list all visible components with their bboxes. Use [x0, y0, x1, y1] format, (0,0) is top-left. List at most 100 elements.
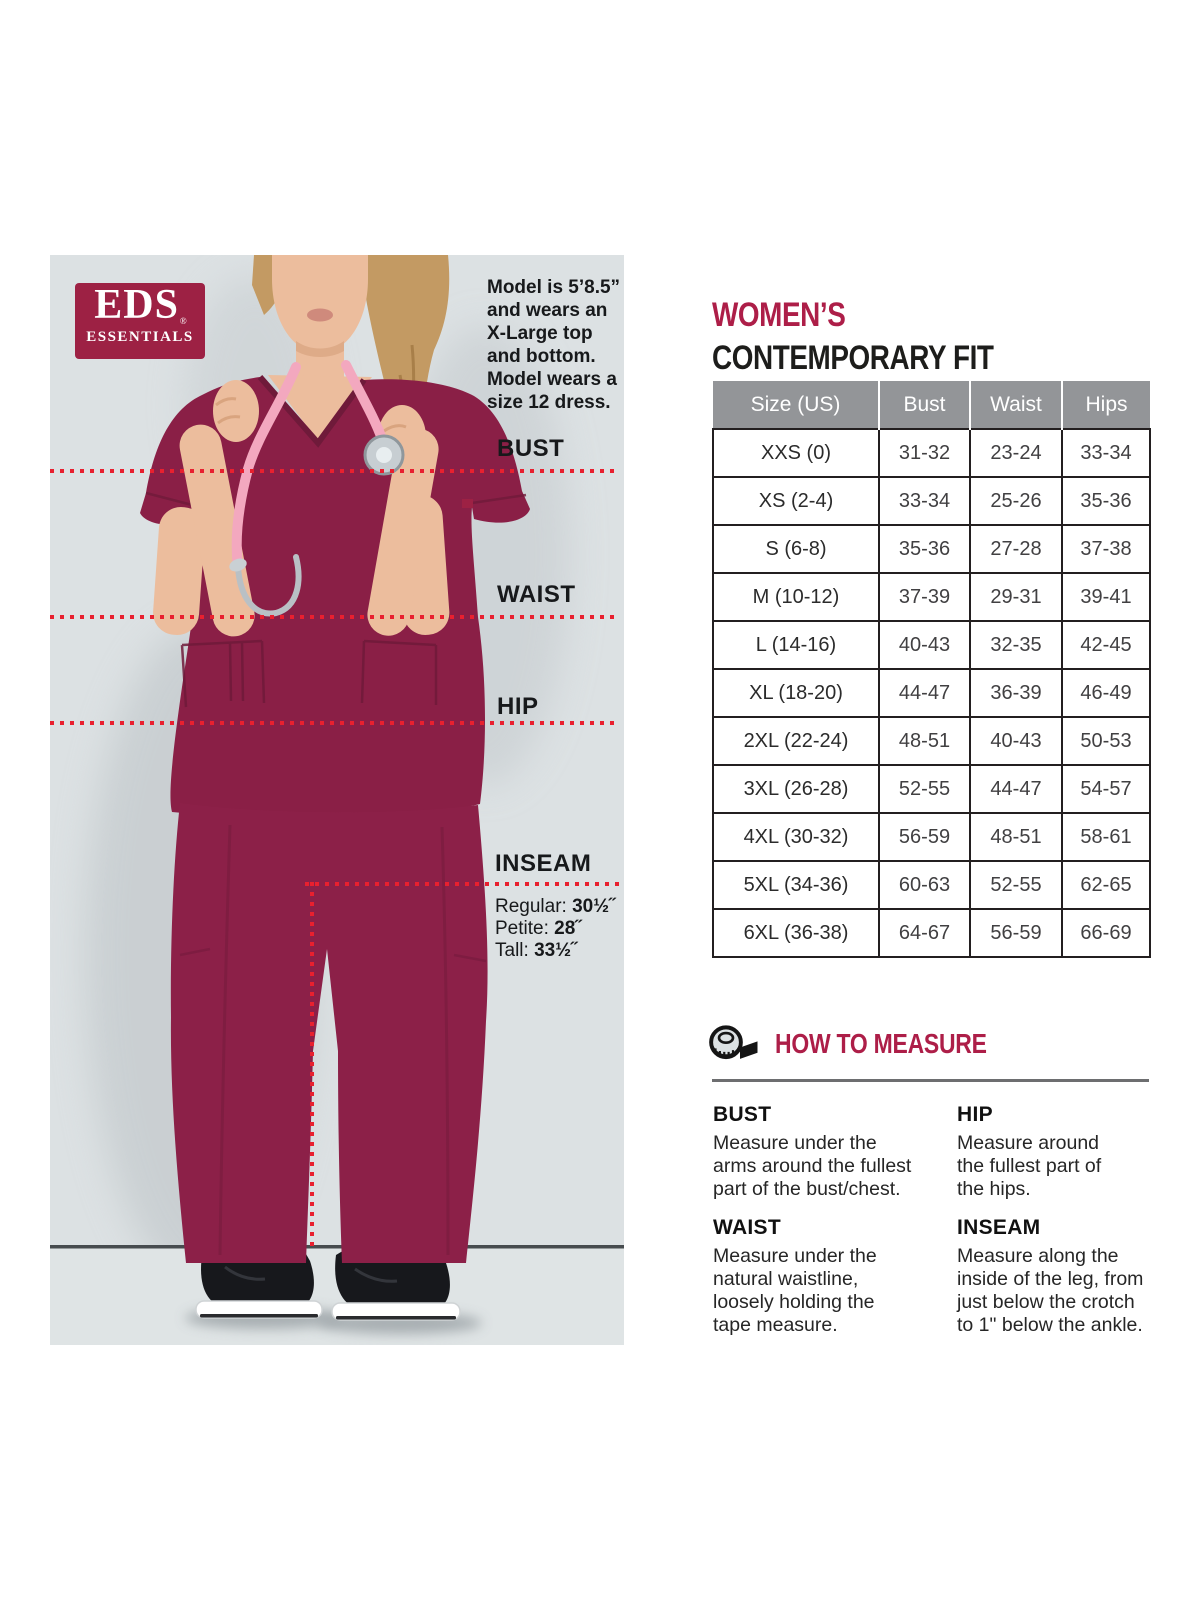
measure-text-line: inside of the leg, from [957, 1268, 1144, 1290]
measurement-cell: 52-55 [969, 860, 1063, 910]
logo-name: EDS [94, 282, 179, 328]
table-row: XL (18-20) 44-47 36-39 46-49 [712, 668, 1151, 718]
measurement-cell: 29-31 [969, 572, 1063, 622]
measure-text-line: to 1" below the ankle. [957, 1314, 1143, 1336]
model-note-line: X-Large top [487, 323, 593, 344]
measure-text-line: Measure along the [957, 1245, 1119, 1267]
model-note: Model is 5’8.5” and wears an X-Large top an… [487, 276, 620, 414]
tape-measure-icon [709, 1025, 758, 1060]
measurement-cell: 25-26 [969, 476, 1063, 526]
measurement-cell: 32-35 [969, 620, 1063, 670]
measurement-cell: 40-43 [878, 620, 971, 670]
measure-text-line: Measure under the [713, 1132, 877, 1154]
measure-text-line: just below the crotch [957, 1291, 1135, 1313]
measure-text-line: Measure under the [713, 1245, 877, 1267]
model-note-line: size 12 dress. [487, 392, 611, 413]
size-cell: L (14-16) [712, 620, 880, 670]
measure-heading: BUST [713, 1103, 772, 1126]
table-row: 5XL (34-36) 60-63 52-55 62-65 [712, 860, 1151, 910]
how-to-measure-title: HOW TO MEASURE [775, 1028, 987, 1059]
logo-subname: ESSENTIALS [86, 329, 194, 345]
measurement-cell: 64-67 [878, 908, 971, 958]
measurement-cell: 36-39 [969, 668, 1063, 718]
measure-heading: HIP [957, 1103, 993, 1126]
measurement-cell: 33-34 [1061, 428, 1151, 478]
size-cell: 4XL (30-32) [712, 812, 880, 862]
measurement-cell: 66-69 [1061, 908, 1151, 958]
measurement-cell: 56-59 [878, 812, 971, 862]
measure-text-line: tape measure. [713, 1314, 838, 1336]
measurement-cell: 31-32 [878, 428, 971, 478]
how-to-measure-header: HOW TO MEASURE [705, 1021, 1033, 1067]
measurement-cell: 35-36 [878, 524, 971, 574]
measurement-cell: 39-41 [1061, 572, 1151, 622]
size-cell: XS (2-4) [712, 476, 880, 526]
hip-measure-line [50, 721, 619, 725]
measurement-cell: 48-51 [969, 812, 1063, 862]
column-header: Hips [1062, 381, 1150, 429]
model-photo [50, 255, 624, 1345]
column-header: Size (US) [713, 381, 880, 429]
title-contemporary-fit: CONTEMPORARY FIT [712, 339, 994, 377]
table-row: S (6-8) 35-36 27-28 37-38 [712, 524, 1151, 574]
table-header-row: Size (US) Bust Waist Hips [713, 381, 1150, 429]
measure-section-waist: WAIST Measure under the natural waistline,… [713, 1216, 948, 1337]
measure-text-line: Measure around [957, 1132, 1100, 1154]
table-row: 3XL (26-28) 52-55 44-47 54-57 [712, 764, 1151, 814]
inseam-spec-line: Regular: 30½˝ [495, 896, 616, 917]
measure-heading: WAIST [713, 1216, 781, 1239]
measure-text-line: part of the bust/chest. [713, 1178, 901, 1200]
divider-rule [712, 1079, 1149, 1082]
measure-text-line: the fullest part of [957, 1155, 1102, 1177]
model-note-line: and wears an [487, 300, 608, 321]
registered-mark: ® [179, 316, 187, 326]
inseam-measure-line [305, 882, 619, 886]
measure-section-inseam: INSEAM Measure along the inside of the leg… [957, 1216, 1192, 1337]
measurement-cell: 33-34 [878, 476, 971, 526]
measurement-cell: 44-47 [878, 668, 971, 718]
size-table-body: XXS (0) 31-32 23-24 33-34 XS (2-4) 33-34 25-26… [712, 428, 1151, 958]
model-note-line: Model is 5’8.5” [487, 277, 621, 298]
waist-measure-line [50, 615, 619, 619]
measurement-cell: 50-53 [1061, 716, 1151, 766]
waist-label: WAIST [497, 581, 576, 608]
measure-section-hip: HIP Measure around the fullest part of the … [957, 1103, 1192, 1201]
size-cell: S (6-8) [712, 524, 880, 574]
column-header: Bust [879, 381, 971, 429]
size-cell: 5XL (34-36) [712, 860, 880, 910]
inseam-specs: Regular: 30½˝ Petite: 28˝ Tall: 33½˝ [495, 896, 615, 962]
size-cell: 3XL (26-28) [712, 764, 880, 814]
measurement-cell: 48-51 [878, 716, 971, 766]
size-cell: 6XL (36-38) [712, 908, 880, 958]
measurement-cell: 42-45 [1061, 620, 1151, 670]
title-womens: WOMEN’S [712, 296, 846, 334]
bust-label: BUST [497, 435, 565, 462]
measure-text-line: loosely holding the [713, 1291, 875, 1313]
size-cell: XL (18-20) [712, 668, 880, 718]
table-row: 4XL (30-32) 56-59 48-51 58-61 [712, 812, 1151, 862]
size-cell: 2XL (22-24) [712, 716, 880, 766]
measurement-cell: 44-47 [969, 764, 1063, 814]
size-chart-table: Size (US) Bust Waist Hips XXS (0) 31-32 23-24… [712, 381, 1151, 958]
inseam-vertical-line [310, 882, 314, 1248]
measurement-cell: 56-59 [969, 908, 1063, 958]
measurement-cell: 23-24 [969, 428, 1063, 478]
measurement-cell: 60-63 [878, 860, 971, 910]
measurement-cell: 46-49 [1061, 668, 1151, 718]
table-row: 6XL (36-38) 64-67 56-59 66-69 [712, 908, 1151, 958]
measurement-cell: 62-65 [1061, 860, 1151, 910]
measurement-cell: 52-55 [878, 764, 971, 814]
model-note-line: Model wears a [487, 369, 617, 390]
model-note-line: and bottom. [487, 346, 596, 367]
measurement-cell: 27-28 [969, 524, 1063, 574]
measure-section-bust: BUST Measure under the arms around the ful… [713, 1103, 948, 1201]
inseam-spec-line: Petite: 28˝ [495, 918, 582, 939]
measurement-cell: 54-57 [1061, 764, 1151, 814]
bust-measure-line [50, 469, 619, 473]
page-title: WOMEN’S CONTEMPORARY FIT [712, 297, 1055, 383]
measure-text-line: arms around the fullest [713, 1155, 912, 1177]
size-cell: XXS (0) [712, 428, 880, 478]
measure-heading: INSEAM [957, 1216, 1041, 1239]
table-row: M (10-12) 37-39 29-31 39-41 [712, 572, 1151, 622]
size-cell: M (10-12) [712, 572, 880, 622]
